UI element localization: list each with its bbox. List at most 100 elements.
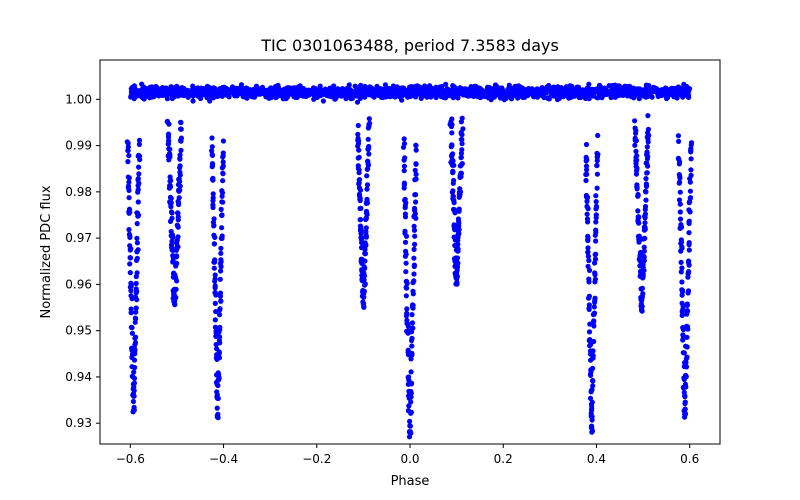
primary-eclipse-phase-0-point xyxy=(401,136,407,142)
primary-eclipse-phase-minus-0.4-point xyxy=(210,202,216,208)
secondary-eclipse-phase-minus-0.1-point xyxy=(360,299,366,305)
baseline-point xyxy=(329,92,335,98)
baseline-point xyxy=(574,87,581,93)
secondary-eclipse-phase-minus-0.1-point xyxy=(362,265,368,271)
secondary-eclipse-phase-minus-0.1-point xyxy=(355,143,361,149)
baseline-point xyxy=(435,89,441,95)
primary-eclipse-phase-minus-0.6-point xyxy=(131,375,138,381)
primary-eclipse-phase-minus-0.4-point xyxy=(220,154,226,160)
primary-eclipse-phase-0.6-point xyxy=(679,279,685,285)
secondary-eclipse-phase-0.1-point xyxy=(449,153,455,160)
primary-eclipse-phase-0.6-point xyxy=(679,312,685,318)
secondary-eclipse-phase-minus-0.1-point xyxy=(355,122,361,129)
baseline-point xyxy=(663,85,669,91)
secondary-eclipse-phase-minus-0.5-point xyxy=(167,146,173,152)
primary-eclipse-phase-0.4-point xyxy=(586,293,593,299)
secondary-eclipse-phase-minus-0.1-point xyxy=(363,234,369,240)
primary-eclipse-phase-0.6-point xyxy=(685,288,692,294)
x-tick-label: −0.2 xyxy=(302,452,331,466)
baseline-point xyxy=(566,90,572,96)
baseline-point xyxy=(331,83,337,89)
baseline-point xyxy=(609,89,615,95)
secondary-eclipse-phase-minus-0.1-point xyxy=(364,173,370,179)
primary-eclipse-phase-0.4-point xyxy=(593,193,599,199)
primary-eclipse-phase-0.4-point xyxy=(586,306,592,312)
secondary-eclipse-phase-minus-0.1-point xyxy=(364,200,370,206)
secondary-eclipse-phase-0.5-point xyxy=(641,244,647,250)
secondary-eclipse-phase-0.5-point xyxy=(641,248,647,254)
baseline-point xyxy=(460,86,466,92)
secondary-eclipse-phase-minus-0.1-point xyxy=(364,182,371,188)
primary-eclipse-phase-minus-0.6-point xyxy=(125,159,131,165)
primary-eclipse-phase-minus-0.4-point xyxy=(214,392,220,398)
primary-eclipse-phase-0-point xyxy=(408,410,414,416)
primary-eclipse-phase-minus-0.4-point xyxy=(217,293,223,299)
baseline-point xyxy=(617,85,623,91)
baseline-point xyxy=(313,86,319,92)
secondary-eclipse-phase-0.5-point xyxy=(633,148,639,154)
secondary-eclipse-phase-0.1-point xyxy=(454,267,460,273)
primary-eclipse-phase-0-point xyxy=(409,312,415,318)
secondary-eclipse-phase-minus-0.1-point xyxy=(358,230,364,237)
baseline-point xyxy=(190,98,196,104)
secondary-eclipse-phase-minus-0.1-point xyxy=(361,303,367,310)
primary-eclipse-phase-0.6-point xyxy=(676,180,682,186)
primary-eclipse-phase-minus-0.4-point xyxy=(219,233,225,239)
baseline-point xyxy=(152,91,158,97)
primary-eclipse-phase-0.4-point xyxy=(589,399,595,405)
secondary-eclipse-phase-minus-0.1-point xyxy=(357,205,363,212)
primary-eclipse-phase-0.4-point xyxy=(586,267,593,273)
data-points xyxy=(124,81,695,440)
primary-eclipse-phase-minus-0.4-point xyxy=(211,222,217,228)
primary-eclipse-phase-0-point xyxy=(408,369,414,375)
primary-eclipse-phase-0.4-point xyxy=(586,257,592,264)
baseline-point xyxy=(539,85,545,91)
primary-eclipse-phase-0.6-point xyxy=(686,240,692,246)
secondary-eclipse-phase-0.5-point xyxy=(640,262,646,268)
secondary-eclipse-phase-minus-0.1-point xyxy=(364,211,370,218)
baseline-point xyxy=(418,95,424,101)
secondary-eclipse-phase-0.5-point xyxy=(635,192,641,198)
primary-eclipse-phase-minus-0.6-point xyxy=(128,288,134,294)
primary-eclipse-phase-0.4-point xyxy=(585,237,591,243)
primary-eclipse-phase-0-point xyxy=(402,155,408,161)
primary-eclipse-phase-minus-0.6-point xyxy=(136,171,142,177)
secondary-eclipse-phase-minus-0.5-point xyxy=(178,147,184,153)
primary-eclipse-phase-minus-0.6-point xyxy=(127,261,133,267)
primary-eclipse-phase-0.4-point xyxy=(583,141,590,148)
primary-eclipse-phase-minus-0.6-point xyxy=(131,393,137,399)
primary-eclipse-phase-minus-0.4-point xyxy=(220,150,226,156)
x-tick-label: 0.2 xyxy=(494,452,513,466)
primary-eclipse-phase-minus-0.4-point xyxy=(218,245,224,251)
y-axis-label: Normalized PDC flux xyxy=(39,185,54,318)
baseline-point xyxy=(598,94,604,100)
primary-eclipse-phase-0.6-point xyxy=(677,209,683,215)
secondary-eclipse-phase-minus-0.1-point xyxy=(354,99,361,105)
baseline-point xyxy=(464,90,470,96)
primary-eclipse-phase-minus-0.4-point xyxy=(212,317,218,323)
primary-eclipse-phase-0.6-point xyxy=(685,326,691,332)
primary-eclipse-phase-minus-0.4-point xyxy=(220,178,226,184)
primary-eclipse-phase-minus-0.6-point xyxy=(137,157,143,163)
primary-eclipse-phase-0.4-point xyxy=(587,343,593,349)
secondary-eclipse-phase-minus-0.1-point xyxy=(358,236,364,242)
secondary-eclipse-phase-minus-0.1-point xyxy=(357,197,363,204)
primary-eclipse-phase-0.4-point xyxy=(594,185,600,191)
secondary-eclipse-phase-0.1-point xyxy=(457,189,464,195)
primary-eclipse-phase-minus-0.6-point xyxy=(126,179,132,185)
secondary-eclipse-phase-minus-0.1-point xyxy=(357,217,363,223)
primary-eclipse-phase-0-point xyxy=(413,161,419,167)
primary-eclipse-phase-minus-0.6-point xyxy=(134,248,140,255)
primary-eclipse-phase-0.6-point xyxy=(683,384,689,390)
primary-eclipse-phase-0-point xyxy=(404,306,410,312)
secondary-eclipse-phase-minus-0.1-point xyxy=(362,251,368,257)
baseline-point xyxy=(616,92,623,98)
primary-eclipse-phase-0.4-point xyxy=(585,263,591,269)
y-tick-label: 1.00 xyxy=(65,92,92,106)
primary-eclipse-phase-minus-0.6-point xyxy=(136,164,142,170)
primary-eclipse-phase-minus-0.4-point xyxy=(218,250,224,256)
primary-eclipse-phase-0-point xyxy=(411,223,417,229)
secondary-eclipse-phase-minus-0.5-point xyxy=(175,224,181,230)
secondary-eclipse-phase-minus-0.5-point xyxy=(178,126,184,132)
primary-eclipse-phase-0.6-point xyxy=(683,364,690,370)
